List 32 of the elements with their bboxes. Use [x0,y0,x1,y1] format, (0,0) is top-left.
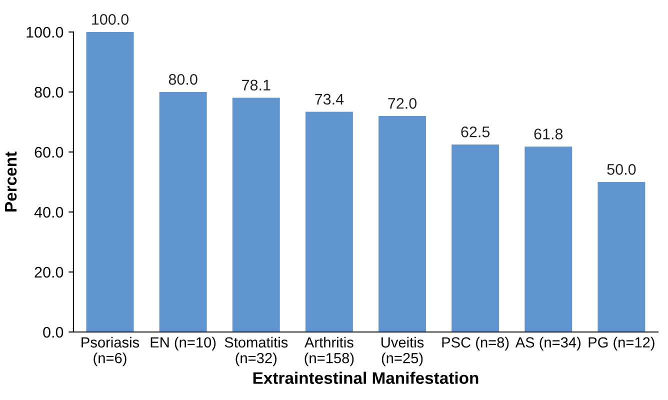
x-tick-label: Psoriasis (n=6) [82,336,140,366]
x-tick-label: PG (n=12) [588,336,654,350]
data-label: 100.0 [92,14,129,25]
bar [159,92,207,332]
x-tick-label: Stomatitis (n=32) [224,336,288,366]
data-label: 72.0 [388,98,417,109]
data-label: 50.0 [607,164,636,175]
x-tick-label: Arthritis (n=158) [304,336,354,366]
bar [452,144,500,332]
x-tick-label: Uveitis (n=25) [382,336,424,366]
data-label: 61.8 [534,128,563,140]
y-tick-label: 100.0 [26,26,64,38]
data-label: 73.4 [315,94,344,105]
y-tick-label: 80.0 [34,86,64,98]
y-tick-label: 20.0 [34,266,64,278]
y-tick-label: 0.0 [43,326,64,338]
y-tick-label: 60.0 [34,146,64,158]
bar [86,32,134,332]
x-axis-title: Extraintestinal Manifestation [253,372,478,384]
data-label: 78.1 [242,80,270,91]
bar [378,116,426,332]
data-label: 80.0 [168,74,198,85]
y-tick-label: 40.0 [34,206,64,218]
bar [232,98,280,332]
bar [598,182,646,332]
data-label: 62.5 [461,126,490,138]
x-tick-label: PSC (n=8) [442,336,509,350]
bar [524,146,572,332]
x-tick-label: AS (n=34) [515,336,581,350]
x-tick-label: EN (n=10) [150,336,216,350]
bar [305,112,353,332]
y-axis-title: Percent [5,152,17,212]
